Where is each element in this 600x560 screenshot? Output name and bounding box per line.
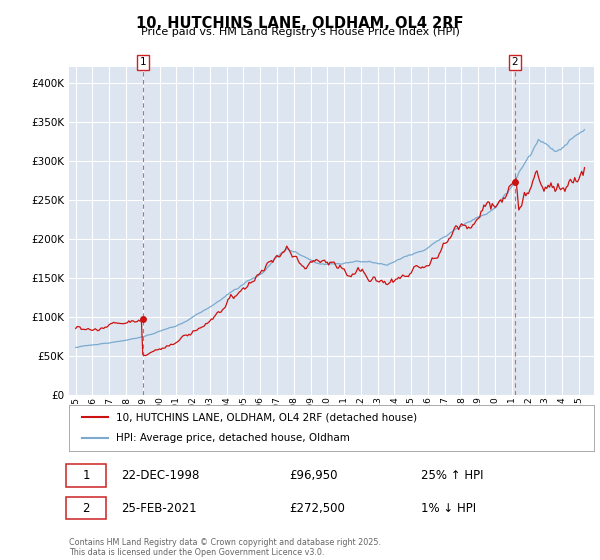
Text: 10, HUTCHINS LANE, OLDHAM, OL4 2RF (detached house): 10, HUTCHINS LANE, OLDHAM, OL4 2RF (deta… bbox=[116, 412, 418, 422]
Text: 1: 1 bbox=[139, 57, 146, 67]
Text: 2: 2 bbox=[511, 57, 518, 67]
Text: £272,500: £272,500 bbox=[290, 502, 346, 515]
Text: 10, HUTCHINS LANE, OLDHAM, OL4 2RF: 10, HUTCHINS LANE, OLDHAM, OL4 2RF bbox=[136, 16, 464, 31]
Text: Price paid vs. HM Land Registry's House Price Index (HPI): Price paid vs. HM Land Registry's House … bbox=[140, 27, 460, 37]
Text: 25% ↑ HPI: 25% ↑ HPI bbox=[421, 469, 483, 482]
FancyBboxPatch shape bbox=[67, 464, 106, 487]
Text: 1% ↓ HPI: 1% ↓ HPI bbox=[421, 502, 476, 515]
Text: 2: 2 bbox=[82, 502, 90, 515]
Text: 25-FEB-2021: 25-FEB-2021 bbox=[121, 502, 197, 515]
FancyBboxPatch shape bbox=[67, 497, 106, 520]
Text: 22-DEC-1998: 22-DEC-1998 bbox=[121, 469, 200, 482]
Text: Contains HM Land Registry data © Crown copyright and database right 2025.
This d: Contains HM Land Registry data © Crown c… bbox=[69, 538, 381, 557]
Text: 1: 1 bbox=[82, 469, 90, 482]
Text: HPI: Average price, detached house, Oldham: HPI: Average price, detached house, Oldh… bbox=[116, 433, 350, 444]
Text: £96,950: £96,950 bbox=[290, 469, 338, 482]
